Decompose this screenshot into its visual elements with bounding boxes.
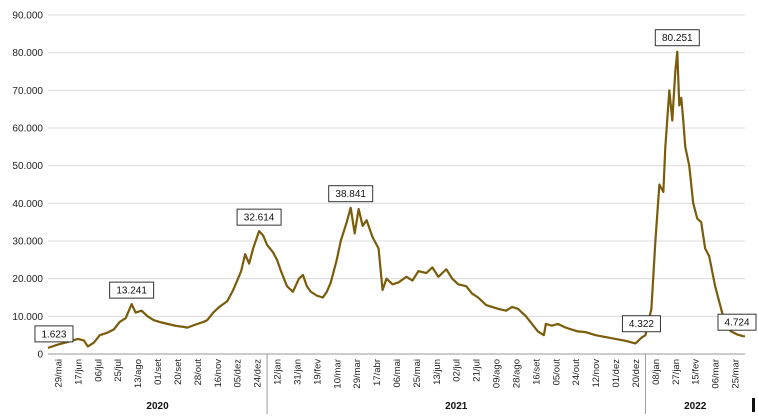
data-label: 1.623 [34, 325, 74, 343]
year-label: 2022 [684, 401, 707, 412]
x-tick-label: 16/nov [213, 359, 224, 388]
x-tick-label: 17/jun [73, 359, 84, 385]
data-label-box [34, 325, 74, 343]
x-tick-label: 25/jul [113, 359, 124, 382]
data-label: 13.241 [109, 281, 155, 299]
data-label-box [717, 313, 757, 331]
data-label: 80.251 [654, 29, 700, 47]
y-tick-label: 30.000 [12, 237, 43, 248]
x-tick-label: 29/mai [53, 359, 64, 388]
data-label-text: 32.614 [244, 213, 275, 224]
x-tick-label: 05/out [551, 359, 562, 386]
y-axis-ticks: 0 10.000 20.000 30.000 40.000 50.000 60.000 70.… [12, 11, 43, 361]
data-annotations: 1.623 13.241 32.614 38.841 4.322 80.251 4.724 [34, 29, 757, 343]
data-label: 4.322 [621, 315, 661, 333]
data-label-box [236, 208, 282, 226]
data-label-text: 4.724 [724, 318, 749, 329]
year-label: 2021 [445, 401, 468, 412]
series-lines [47, 50, 746, 349]
x-tick-label: 25/mar [731, 359, 742, 389]
x-tick-label: 12/nov [591, 359, 602, 388]
series-line [47, 50, 746, 349]
x-tick-label: 24/dez [253, 359, 264, 388]
data-label-text: 80.251 [662, 33, 693, 44]
y-tick-label: 0 [37, 350, 43, 361]
data-label-text: 4.322 [629, 319, 654, 330]
gridlines [48, 14, 745, 317]
x-tick-label: 06/jul [93, 359, 104, 382]
data-label-box [621, 315, 661, 333]
x-tick-label: 15/fev [691, 359, 702, 385]
x-tick-label: 19/fev [312, 359, 323, 385]
data-label: 38.841 [328, 185, 374, 203]
corner-marker [752, 398, 755, 412]
data-label-text: 38.841 [335, 189, 366, 200]
x-tick-label: 13/jun [432, 359, 443, 385]
y-tick-label: 50.000 [12, 161, 43, 172]
x-tick-label: 06/mai [392, 359, 403, 388]
x-tick-label: 01/dez [611, 359, 622, 388]
x-tick-label: 28/ago [511, 359, 522, 388]
x-tick-label: 27/jan [671, 359, 682, 385]
y-tick-label: 90.000 [12, 11, 43, 22]
x-tick-label: 20/dez [631, 359, 642, 388]
x-axis-ticks: 29/mai 17/jun 06/jul 25/jul 13/ago 01/set 20/s… [53, 359, 741, 389]
data-label-text: 1.623 [41, 329, 66, 340]
x-tick-label: 13/ago [133, 359, 144, 388]
y-tick-label: 10.000 [12, 312, 43, 323]
y-tick-label: 70.000 [12, 86, 43, 97]
x-tick-label: 02/jul [452, 359, 463, 382]
year-labels: 2020 2021 2022 [146, 354, 707, 414]
x-tick-label: 05/dez [233, 359, 244, 388]
year-label: 2020 [146, 401, 169, 412]
x-tick-label: 21/jul [472, 359, 483, 382]
x-tick-label: 17/abr [372, 359, 383, 386]
y-tick-label: 40.000 [12, 199, 43, 210]
x-tick-label: 25/mai [412, 359, 423, 388]
x-tick-label: 16/set [531, 359, 542, 385]
x-tick-label: 24/out [571, 359, 582, 386]
y-tick-label: 20.000 [12, 274, 43, 285]
data-label-box [654, 29, 700, 47]
y-tick-label: 80.000 [12, 48, 43, 59]
x-tick-label: 12/jan [273, 359, 284, 385]
data-label: 4.724 [717, 313, 757, 331]
x-tick-label: 10/mar [332, 359, 343, 389]
x-tick-label: 29/mar [352, 359, 363, 389]
x-tick-label: 09/ago [492, 359, 503, 388]
y-tick-label: 60.000 [12, 124, 43, 135]
data-label-text: 13.241 [116, 286, 147, 297]
data-label-box [328, 185, 374, 203]
data-label-box [109, 281, 155, 299]
data-label: 32.614 [236, 208, 282, 226]
x-tick-label: 01/set [153, 359, 164, 385]
x-tick-label: 31/jan [292, 359, 303, 385]
x-tick-label: 08/jan [651, 359, 662, 385]
x-tick-label: 28/out [193, 359, 204, 386]
x-tick-label: 20/set [173, 359, 184, 385]
x-tick-label: 06/mar [711, 359, 722, 389]
